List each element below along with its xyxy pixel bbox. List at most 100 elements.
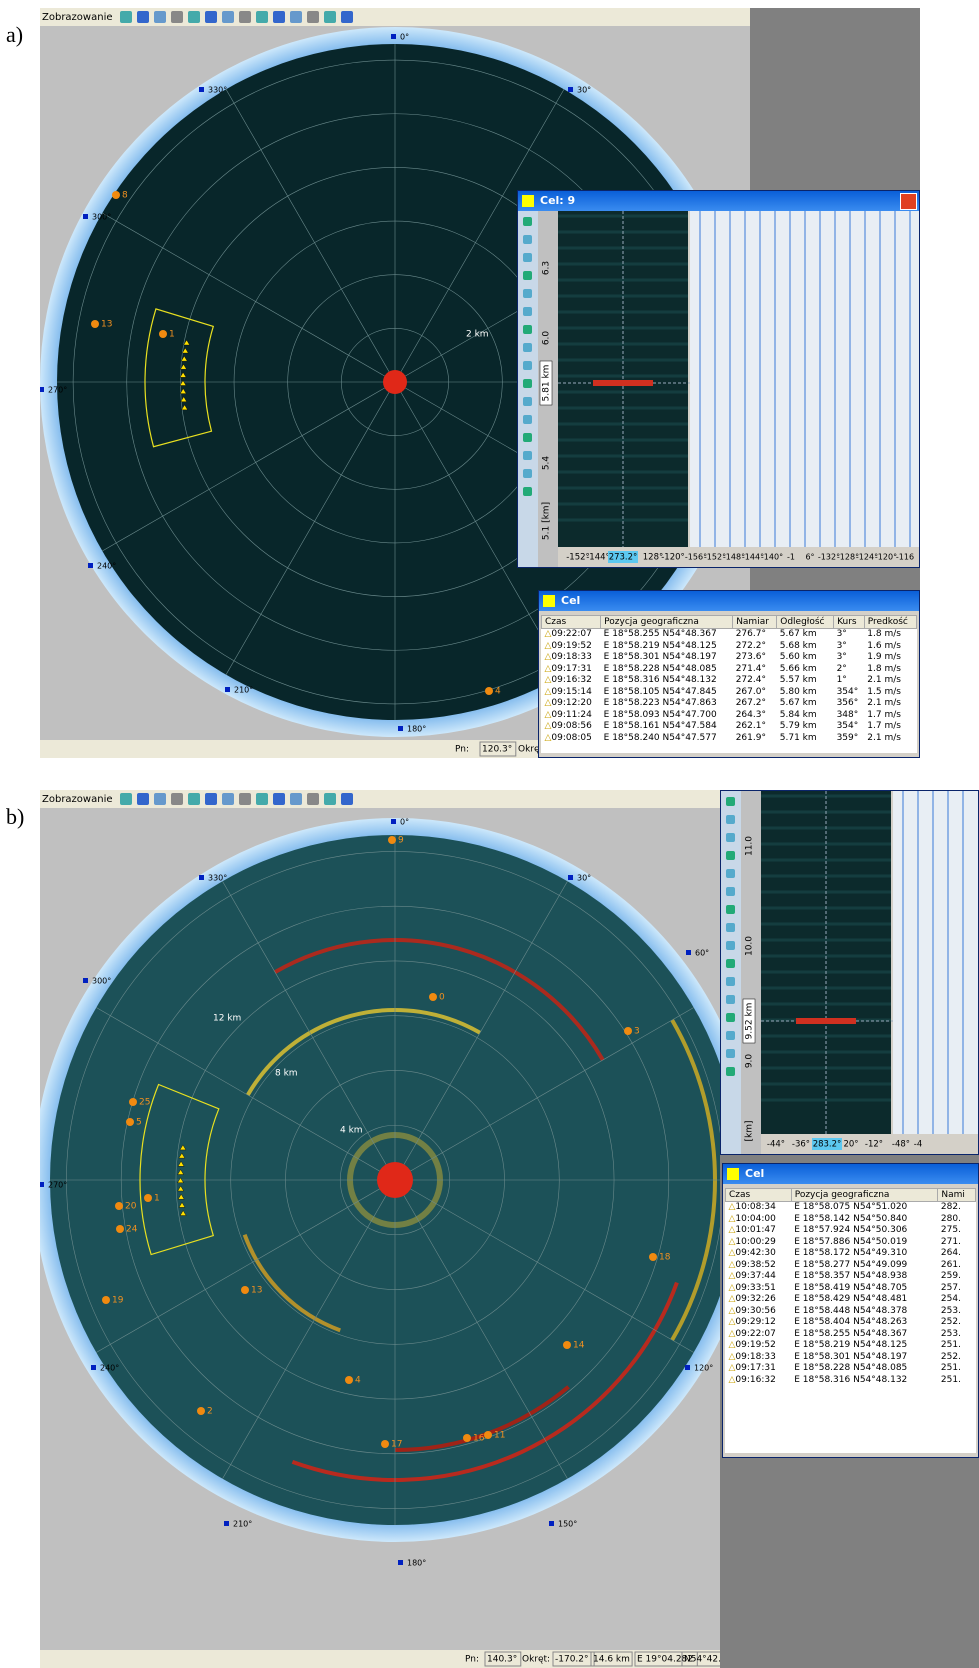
tool-icon xyxy=(726,1013,735,1022)
track-marker xyxy=(177,1193,185,1200)
target-dot xyxy=(624,1027,632,1035)
target-label: 13 xyxy=(251,1286,262,1296)
cell-text: 09:11:24 xyxy=(551,709,592,720)
toolbar-icon xyxy=(290,793,302,805)
cell-text: 09:29:12 xyxy=(735,1317,776,1327)
toolbar xyxy=(40,8,750,26)
x-axis-label: -120° xyxy=(661,553,685,563)
table-cell: 262.1° xyxy=(733,721,777,733)
column-header: Pozycja geograficzna xyxy=(600,615,734,629)
bearing-spoke xyxy=(102,212,396,383)
table-cell: 2° xyxy=(834,664,865,676)
table-cell: 264.3° xyxy=(733,710,777,722)
title-bar: Cel: 9 xyxy=(518,191,919,211)
target-label: 25 xyxy=(139,1098,150,1108)
cell-text: 272.2° xyxy=(735,640,766,651)
cell-text: 5.79 km xyxy=(779,721,817,731)
tool-icon xyxy=(726,797,735,806)
cell-text: 09:12:20 xyxy=(551,698,592,708)
window-icon xyxy=(543,595,555,607)
bearing-label: 210° xyxy=(233,1520,252,1529)
table-row: △09:32:26 E 18°58.429 N54°48.481 254. xyxy=(726,1294,976,1306)
close-button[interactable] xyxy=(900,193,917,210)
cell-text: 275. xyxy=(940,1225,961,1235)
row-marker: △ xyxy=(728,1340,736,1350)
table-cell: △09:08:56 xyxy=(542,721,601,733)
bearing-label: 300° xyxy=(92,977,111,986)
tool-icon xyxy=(523,397,532,406)
toolbar-icon xyxy=(205,11,217,23)
table-cell: E 18°58.093 N54°47.700 xyxy=(601,710,733,722)
table-cell: 5.71 km xyxy=(777,733,834,745)
y-axis-label: 6.3 xyxy=(542,261,552,275)
cell-text: N54°48.378 xyxy=(853,1305,908,1316)
bearing-label: 300° xyxy=(92,213,111,222)
table-cell: △09:17:31 xyxy=(542,664,601,676)
table-cell: 272.2° xyxy=(733,641,777,653)
table-cell: 267.2° xyxy=(733,698,777,710)
cell-text: 1.8 m/s xyxy=(867,663,901,674)
target-dot xyxy=(126,1118,134,1126)
target-dot xyxy=(144,1194,152,1202)
table-row: △09:38:52 E 18°58.277 N54°49.099 261. xyxy=(726,1260,976,1272)
cell-text: 253. xyxy=(940,1305,961,1316)
table-row: △09:08:56 E 18°58.161 N54°47.584 262.1° 5.7… xyxy=(542,721,917,733)
cell-text: E 18°58.161 xyxy=(603,721,660,731)
track-marker xyxy=(178,1152,186,1159)
column-header: Nami xyxy=(937,1188,976,1202)
cell-text: 5.60 km xyxy=(779,652,817,662)
toolbar-icon xyxy=(256,793,268,805)
target-dot xyxy=(345,1376,353,1384)
cell-text: 262.1° xyxy=(735,721,766,731)
target-dot xyxy=(116,1225,124,1233)
bearing-marker xyxy=(199,87,204,92)
target-label: 11 xyxy=(494,1431,505,1441)
row-marker: △ xyxy=(728,1271,736,1281)
cell-text: N54°47.584 xyxy=(662,721,717,731)
table-cell: E 18°58.255 N54°48.367 xyxy=(601,629,733,641)
cell-text: E 18°58.357 xyxy=(794,1271,851,1281)
row-marker: △ xyxy=(544,686,552,697)
cell-text: 251. xyxy=(940,1374,961,1385)
status-field: Pn: xyxy=(455,745,469,755)
cell-text: 5.84 km xyxy=(779,709,817,720)
table-cell: 3° xyxy=(834,641,865,653)
status-field: Okręt: xyxy=(522,1655,550,1665)
table-row: △09:33:51 E 18°58.419 N54°48.705 257. xyxy=(726,1283,976,1295)
tool-icon xyxy=(523,415,532,424)
target-label: 8 xyxy=(122,191,128,201)
status-box xyxy=(552,1651,595,1667)
cursor-value-box xyxy=(539,360,553,406)
header-row: Czas Pozycja geograficzna Namiar Odległość K… xyxy=(541,615,917,629)
echo-arc xyxy=(246,1008,481,1097)
table-cell: E 18°58.223 N54°47.863 xyxy=(601,698,733,710)
bearing-marker xyxy=(398,1560,403,1565)
table-cell: △09:37:44 xyxy=(726,1271,792,1283)
bearing-marker xyxy=(686,950,691,955)
bearing-label: 210° xyxy=(234,686,253,695)
x-axis-label: -120° xyxy=(875,553,897,562)
table-cell: 1.8 m/s xyxy=(864,629,916,641)
track-marker xyxy=(177,1160,185,1167)
table-cell: 354° xyxy=(834,721,865,733)
tool-icon xyxy=(523,343,532,352)
cell-text: 09:15:14 xyxy=(551,686,592,697)
table-cell: 259. xyxy=(938,1271,976,1283)
status-field: 120.3° xyxy=(482,745,512,755)
y-axis-label: 5.1 [km] xyxy=(542,502,552,540)
window-icon xyxy=(727,1168,739,1180)
cell-text: 271. xyxy=(940,1236,961,1247)
toolbar-icon xyxy=(154,793,166,805)
selection-sector xyxy=(139,1083,220,1256)
center-echo xyxy=(383,370,407,394)
toolbar-icon xyxy=(273,793,285,805)
table-cell: E 18°58.429 N54°48.481 xyxy=(791,1294,938,1306)
toolbar-icon xyxy=(341,11,353,23)
bearing-spoke xyxy=(394,881,568,1181)
table-window: Cel Czas Pozycja geograficzna Namiar Odległo… xyxy=(538,590,920,758)
table-cell: E 18°58.255 N54°48.367 xyxy=(791,1329,938,1341)
table-cell: E 18°58.219 N54°48.125 xyxy=(791,1340,938,1352)
target-label: 14 xyxy=(573,1341,585,1351)
target-window: Cel: 9 6.3 6.0 5.81 km 5.4 5.1 [km] -152° -144°… xyxy=(517,190,920,568)
cell-text: 09:32:26 xyxy=(735,1294,776,1304)
